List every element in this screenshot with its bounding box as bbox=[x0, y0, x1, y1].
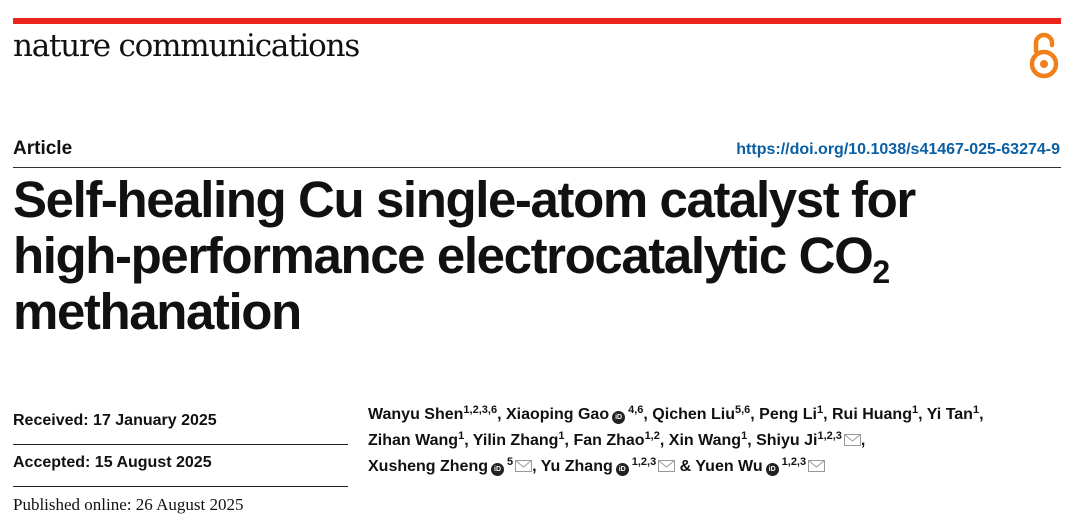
orcid-icon[interactable]: iD bbox=[615, 463, 629, 476]
author-affiliation: 1,2,3 bbox=[631, 456, 657, 468]
author-name[interactable]: Yuen Wu bbox=[695, 458, 763, 475]
author-name[interactable]: Yilin Zhang bbox=[472, 432, 559, 449]
author-line-1: Wanyu Shen1,2,3,6, Xiaoping Gao iD4,6, Qi… bbox=[368, 402, 1068, 428]
orcid-icon[interactable]: iD bbox=[612, 411, 626, 424]
separator: , bbox=[918, 406, 923, 423]
author-affiliation: 1,2,3,6 bbox=[463, 404, 498, 416]
separator: , bbox=[823, 406, 828, 423]
doi-link[interactable]: https://doi.org/10.1038/s41467-025-63274… bbox=[736, 141, 1060, 158]
author-affiliation: 1 bbox=[816, 404, 824, 416]
email-icon[interactable] bbox=[658, 460, 676, 472]
separator: , bbox=[643, 406, 648, 423]
author-name[interactable]: Zihan Wang bbox=[368, 432, 459, 449]
author-name[interactable]: Rui Huang bbox=[831, 406, 912, 423]
author-affiliation: 1,2 bbox=[644, 430, 660, 442]
author-affiliation: 1 bbox=[972, 404, 980, 416]
orcid-icon[interactable]: iD bbox=[491, 463, 504, 476]
title-line-3: methanation bbox=[13, 283, 302, 340]
author-name[interactable]: Wanyu Shen bbox=[368, 406, 464, 423]
author-name[interactable]: Xiaoping Gao bbox=[505, 406, 610, 423]
separator: , bbox=[860, 432, 866, 449]
separator: , bbox=[659, 432, 665, 449]
author-name[interactable]: Xin Wang bbox=[668, 432, 742, 449]
journal-accent-bar bbox=[13, 18, 1061, 24]
author-list: Wanyu Shen1,2,3,6, Xiaoping Gao iD4,6, Qi… bbox=[368, 402, 1068, 480]
author-line-3: Xusheng Zheng iD5, Yu Zhang iD1,2,3 & Yuen… bbox=[368, 454, 1068, 480]
separator: , bbox=[497, 406, 502, 423]
author-name[interactable]: Fan Zhao bbox=[573, 432, 645, 449]
published-date: Published online: 26 August 2025 bbox=[13, 495, 244, 514]
separator: , bbox=[979, 406, 984, 423]
article-title: Self-healing Cu single-atom catalyst for… bbox=[13, 172, 1063, 340]
email-icon[interactable] bbox=[515, 460, 533, 472]
author-affiliation: 1 bbox=[741, 430, 748, 442]
title-line-2: high-performance electrocatalytic CO2 bbox=[13, 227, 1063, 289]
title-line-2-text: high-performance electrocatalytic CO bbox=[13, 227, 874, 284]
open-access-icon bbox=[1029, 32, 1059, 79]
separator: , bbox=[750, 406, 755, 423]
received-date: Received: 17 January 2025 bbox=[13, 403, 348, 445]
author-line-2: Zihan Wang1, Yilin Zhang1, Fan Zhao1,2, … bbox=[368, 428, 1068, 454]
article-type: Article bbox=[13, 138, 73, 159]
author-name[interactable]: Qichen Liu bbox=[652, 406, 735, 423]
header-divider bbox=[13, 167, 1061, 168]
email-icon[interactable] bbox=[843, 434, 861, 446]
author-affiliation: 5,6 bbox=[734, 404, 751, 416]
title-subscript: 2 bbox=[872, 254, 891, 290]
author-affiliation: 5 bbox=[507, 456, 514, 468]
author-name[interactable]: Yu Zhang bbox=[540, 458, 613, 475]
title-line-1: Self-healing Cu single-atom catalyst for bbox=[13, 171, 916, 228]
author-affiliation: 1 bbox=[558, 430, 565, 442]
accepted-date: Accepted: 15 August 2025 bbox=[13, 445, 348, 487]
separator: , bbox=[464, 432, 469, 449]
author-name[interactable]: Yi Tan bbox=[926, 406, 973, 423]
author-name[interactable]: Xusheng Zheng bbox=[368, 458, 488, 475]
email-icon[interactable] bbox=[808, 460, 826, 472]
separator-ampersand: & bbox=[679, 458, 692, 475]
author-affiliation: 1,2,3 bbox=[781, 456, 807, 468]
author-affiliation: 4,6 bbox=[628, 404, 644, 416]
separator: , bbox=[747, 432, 752, 449]
author-affiliation: 1,2,3 bbox=[817, 430, 842, 442]
author-affiliation: 1 bbox=[458, 430, 465, 442]
separator: , bbox=[564, 432, 569, 449]
journal-name: nature communications bbox=[13, 28, 360, 64]
author-name[interactable]: Shiyu Ji bbox=[756, 432, 818, 449]
separator: , bbox=[532, 458, 537, 475]
article-dates: Received: 17 January 2025 Accepted: 15 A… bbox=[13, 403, 348, 529]
author-name[interactable]: Peng Li bbox=[759, 406, 817, 423]
author-affiliation: 1 bbox=[911, 404, 919, 416]
orcid-icon[interactable]: iD bbox=[765, 463, 779, 476]
